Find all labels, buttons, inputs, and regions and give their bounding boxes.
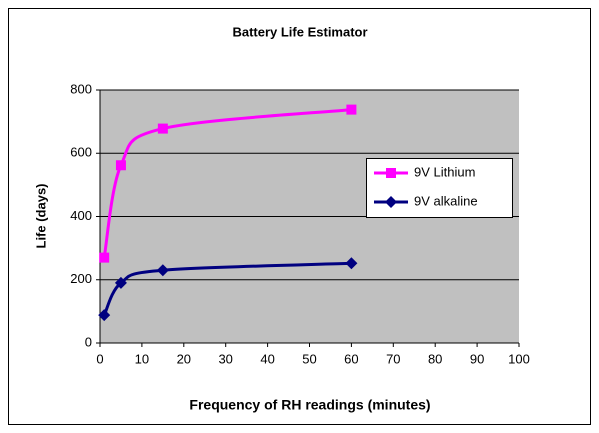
series-line (102, 261, 352, 316)
y-axis-label: Life (days) (33, 183, 48, 248)
legend-label: 9V alkaline (414, 193, 478, 208)
series-line (102, 108, 352, 258)
marker (386, 168, 396, 178)
marker (345, 257, 358, 270)
y-tick-label: 200 (70, 271, 92, 286)
marker (99, 252, 110, 263)
x-tick-label: 100 (508, 351, 530, 366)
y-tick-label: 400 (70, 208, 92, 223)
marker (98, 309, 111, 322)
marker (157, 123, 168, 134)
y-tick-label: 0 (85, 334, 92, 349)
marker (346, 104, 357, 115)
x-tick-label: 70 (386, 351, 400, 366)
x-tick-label: 40 (260, 351, 274, 366)
y-tick-label: 800 (70, 81, 92, 96)
x-tick-label: 80 (428, 351, 442, 366)
y-tick-label: 600 (70, 145, 92, 160)
x-tick-label: 20 (177, 351, 191, 366)
legend-label: 9V Lithium (414, 164, 475, 179)
x-tick-label: 60 (344, 351, 358, 366)
x-tick-label: 50 (302, 351, 316, 366)
x-tick-label: 30 (218, 351, 232, 366)
x-tick-label: 0 (96, 351, 103, 366)
marker (115, 160, 126, 171)
marker (156, 264, 169, 277)
marker (114, 276, 127, 289)
x-axis-label: Frequency of RH readings (minutes) (189, 397, 430, 413)
chart-title: Battery Life Estimator (232, 24, 367, 39)
marker (385, 196, 397, 208)
x-tick-label: 90 (470, 351, 484, 366)
x-tick-label: 10 (135, 351, 149, 366)
